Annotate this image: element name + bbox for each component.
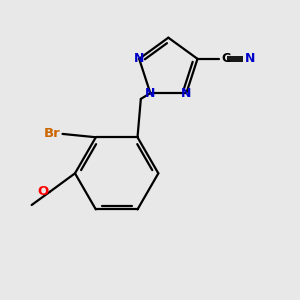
Text: N: N bbox=[181, 87, 191, 100]
Text: O: O bbox=[37, 185, 48, 198]
Text: N: N bbox=[245, 52, 256, 65]
Text: N: N bbox=[134, 52, 144, 65]
Text: N: N bbox=[145, 87, 155, 100]
Text: Br: Br bbox=[44, 128, 61, 140]
Text: C: C bbox=[222, 52, 231, 65]
